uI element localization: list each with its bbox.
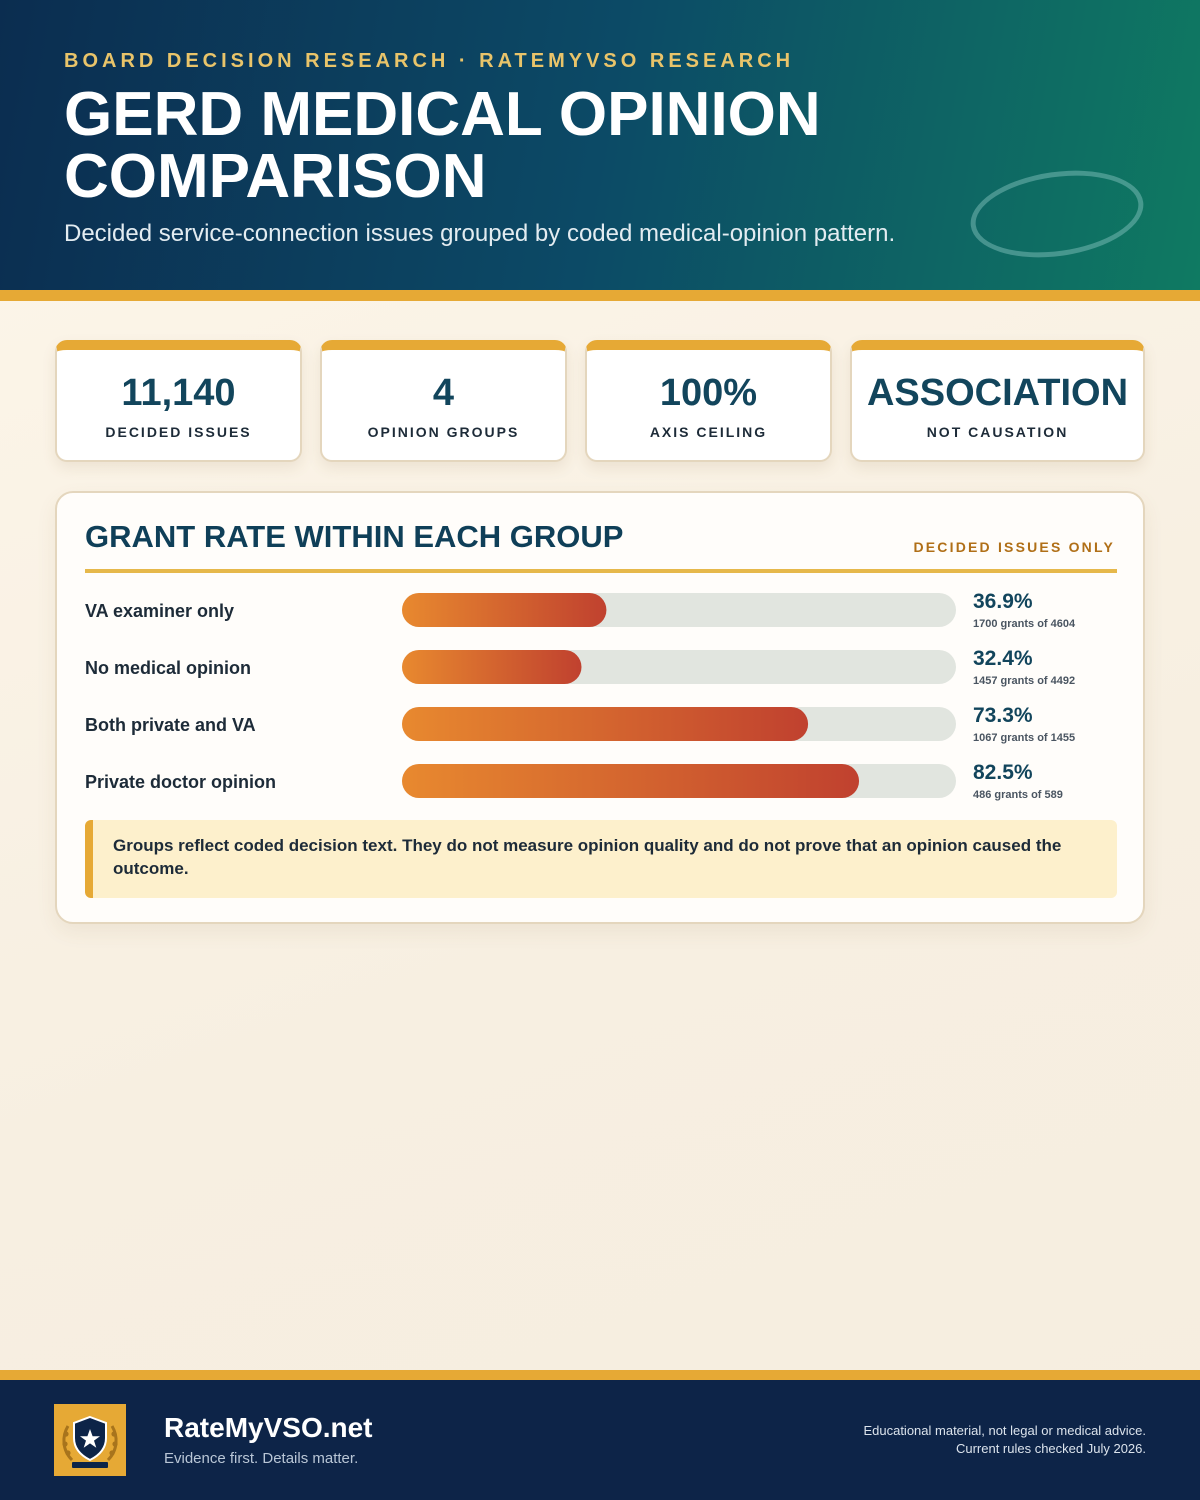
brand-name: RateMyVSO.net — [164, 1412, 373, 1443]
stat-card-decided-issues: 11,140 DECIDED ISSUES — [55, 340, 302, 462]
decorative-ring-icon — [965, 160, 1149, 268]
disclaimer-line: Educational material, not legal or medic… — [863, 1423, 1146, 1438]
value-label: 73.3% — [973, 704, 1033, 727]
stat-card-axis-ceiling: 100% AXIS CEILING — [585, 340, 832, 462]
chart-title-rule — [85, 569, 1117, 573]
page-title: GERD MEDICAL OPINION COMPARISON — [64, 80, 821, 211]
stat-label: DECIDED ISSUES — [105, 424, 252, 440]
value-label: 32.4% — [973, 647, 1033, 670]
shield-star-laurel-icon — [54, 1404, 126, 1476]
stat-cards: 11,140 DECIDED ISSUES 4 OPINION GROUPS 1… — [55, 340, 1145, 462]
brand-tagline: Evidence first. Details matter. — [164, 1450, 359, 1467]
bar — [402, 650, 582, 684]
stat-label: OPINION GROUPS — [367, 424, 520, 440]
methodology-note: Groups reflect coded decision text. They… — [85, 820, 1117, 898]
eyebrow-text: BOARD DECISION RESEARCH · RATEMYVSO RESE… — [64, 50, 795, 72]
detail-label: 1457 grants of 4492 — [973, 675, 1075, 687]
detail-label: 486 grants of 589 — [973, 789, 1063, 801]
chart-panel: GRANT RATE WITHIN EACH GROUP DECIDED ISS… — [55, 491, 1145, 924]
stat-value: 11,140 — [121, 372, 236, 414]
detail-label: 1067 grants of 1455 — [973, 732, 1075, 744]
disclaimer-line: Current rules checked July 2026. — [955, 1441, 1146, 1456]
stat-card-association: ASSOCIATION NOT CAUSATION — [850, 340, 1145, 462]
category-label: VA examiner only — [85, 601, 234, 621]
stat-value: ASSOCIATION — [866, 372, 1129, 414]
value-label: 82.5% — [973, 761, 1033, 784]
header-banner: BOARD DECISION RESEARCH · RATEMYVSO RESE… — [0, 0, 1200, 290]
bar-chart: VA examiner only 36.9% 1700 grants of 4604… — [85, 590, 1076, 801]
stat-value: 100% — [659, 372, 758, 414]
bar — [402, 764, 860, 798]
detail-label: 1700 grants of 4604 — [973, 618, 1076, 630]
stat-label: AXIS CEILING — [649, 424, 768, 440]
chart-title: GRANT RATE WITHIN EACH GROUP — [85, 519, 624, 554]
footer-divider — [0, 1370, 1200, 1380]
stat-card-opinion-groups: 4 OPINION GROUPS — [320, 340, 567, 462]
bar — [402, 707, 809, 741]
page-subtitle: Decided service-connection issues groupe… — [64, 220, 896, 247]
footer: RateMyVSO.net Evidence first. Details ma… — [0, 1380, 1200, 1500]
category-label: No medical opinion — [85, 658, 251, 678]
category-label: Both private and VA — [85, 715, 256, 735]
stat-value: 4 — [432, 372, 455, 414]
category-label: Private doctor opinion — [85, 772, 276, 792]
stat-label: NOT CAUSATION — [926, 424, 1069, 440]
disclaimer: Educational material, not legal or medic… — [863, 1422, 1146, 1458]
value-label: 36.9% — [973, 590, 1033, 613]
bar — [402, 593, 607, 627]
header-divider — [0, 290, 1200, 301]
chart-scope-tag: DECIDED ISSUES ONLY — [913, 539, 1115, 555]
